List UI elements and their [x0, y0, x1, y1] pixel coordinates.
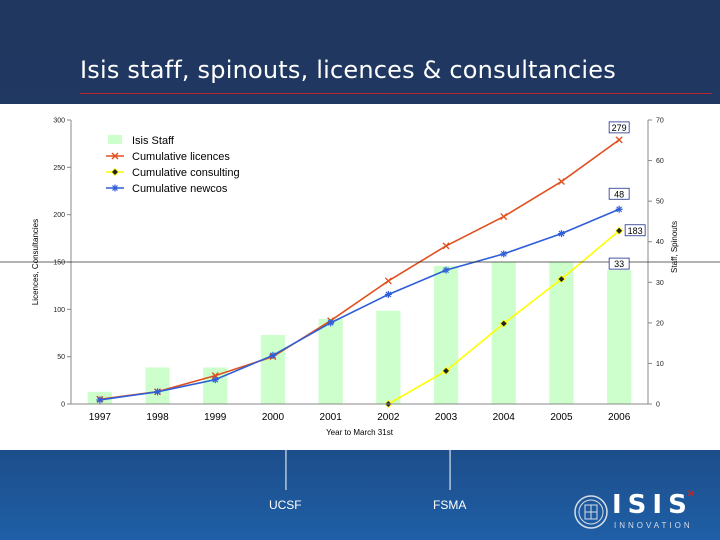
- point-marker: [500, 213, 508, 221]
- annotation-label: UCSF: [268, 498, 302, 512]
- point-marker: [442, 242, 450, 250]
- logo-subtitle: INNOVATION: [614, 521, 693, 530]
- bar-isis-staff: [260, 335, 286, 404]
- y-tick-label-right: 50: [656, 199, 664, 206]
- y-tick-label-right: 60: [656, 158, 664, 165]
- legend-item: Cumulative consulting: [106, 167, 240, 179]
- data-label-box: [608, 121, 630, 134]
- point-marker: [500, 250, 508, 258]
- bar-isis-staff: [549, 262, 574, 404]
- line-series: [96, 136, 624, 409]
- bar-isis-staff: [318, 318, 343, 404]
- x-tick-label: 2005: [550, 412, 573, 423]
- point-marker: [557, 274, 566, 284]
- point-marker: [384, 277, 392, 285]
- x-tick-label: 1998: [146, 412, 169, 423]
- point-marker: [111, 184, 119, 192]
- y-tick-label-right: 10: [656, 361, 664, 368]
- y-tick-label-right: 0: [656, 402, 660, 409]
- bar-isis-staff: [376, 310, 401, 404]
- annotation-label: FSMA: [433, 498, 467, 512]
- isis-innovation-logo: ISIS INNOVATION »: [574, 484, 714, 534]
- point-marker: [442, 266, 450, 274]
- bar-isis-staff: [607, 270, 632, 404]
- data-label: 279: [608, 121, 630, 134]
- legend-label: Isis Staff: [132, 135, 175, 147]
- y-tick-label-left: 200: [53, 212, 65, 219]
- point-marker: [557, 230, 565, 238]
- y-tick-label-right: 40: [656, 239, 664, 246]
- point-marker: [441, 366, 451, 375]
- point-marker: [384, 290, 392, 298]
- point-marker: [110, 167, 120, 177]
- y-tick-label-left: 50: [57, 354, 65, 361]
- x-tick-label: 1999: [204, 412, 227, 423]
- data-label-text: 279: [612, 123, 627, 133]
- legend-label: Cumulative licences: [132, 151, 230, 163]
- legend-item: Cumulative licences: [106, 151, 230, 163]
- point-marker: [154, 388, 162, 396]
- x-tick-label: 2006: [608, 412, 631, 423]
- data-label-box: [624, 224, 646, 237]
- title-divider: [80, 93, 712, 94]
- legend-label: Cumulative consulting: [132, 167, 240, 179]
- y-axis-title-left: Licences, Consultancies: [31, 219, 40, 305]
- x-tick-label: 2003: [435, 412, 458, 423]
- y-tick-label-right: 70: [656, 118, 664, 125]
- data-label-text: 48: [614, 189, 624, 199]
- x-tick-label: 2000: [262, 412, 285, 423]
- data-label-box: [608, 257, 630, 270]
- line-cumulative-newcos: [99, 208, 620, 401]
- legend-item: Isis Staff: [108, 135, 175, 147]
- x-tick-label: 1997: [89, 412, 112, 423]
- crest-icon: [574, 495, 608, 529]
- y-tick-label-left: 250: [53, 165, 65, 172]
- point-marker: [111, 152, 119, 160]
- y-tick-label-left: 150: [53, 260, 65, 267]
- x-axis-title: Year to March 31st: [326, 428, 394, 437]
- y-tick-label-left: 300: [53, 118, 65, 125]
- data-label-text: 33: [614, 259, 624, 269]
- y-tick-label-right: 20: [656, 320, 664, 327]
- bar-isis-staff: [433, 266, 459, 404]
- point-marker: [557, 178, 565, 186]
- bar-isis-staff: [145, 367, 170, 404]
- chart-axes: 0 50 100 150 200 250 300 0 10 20 30 40 50 60 70 1997 199…: [0, 118, 720, 437]
- y-tick-label-left: 100: [53, 307, 65, 314]
- combo-chart: 0 50 100 150 200 250 300 0 10 20 30 40 50 60 70 1997 199…: [0, 118, 720, 437]
- bar-series-isis-staff: [87, 262, 632, 404]
- point-marker: [327, 319, 335, 327]
- data-label-text: 183: [628, 226, 643, 236]
- y-tick-label-right: 30: [656, 280, 664, 287]
- logo-name: ISIS: [612, 490, 693, 520]
- x-tick-label: 2004: [493, 412, 516, 423]
- point-marker: [615, 226, 624, 235]
- chart-legend: Isis Staff Cumulative licences Cumulative …: [106, 135, 240, 195]
- data-label: 33: [608, 257, 630, 270]
- y-tick-label-left: 0: [61, 402, 65, 409]
- data-label: 48: [608, 187, 630, 200]
- data-label: 183: [624, 224, 646, 237]
- bar-isis-staff: [491, 262, 516, 404]
- data-labels: 279 48 183 33: [608, 121, 646, 270]
- chevron-icon: »: [687, 484, 695, 500]
- point-marker: [269, 351, 277, 359]
- legend-label: Cumulative newcos: [132, 183, 228, 195]
- data-label-box: [608, 187, 630, 200]
- point-marker: [96, 396, 104, 404]
- point-marker: [615, 205, 623, 213]
- slide-title: Isis staff, spinouts, licences & consult…: [80, 56, 616, 84]
- point-marker: [499, 319, 508, 328]
- y-axis-title-right: Staff, Spinouts: [670, 221, 679, 273]
- x-tick-label: 2002: [377, 412, 400, 423]
- line-cumulative-licences: [99, 139, 620, 401]
- x-tick-label: 2001: [320, 412, 343, 423]
- legend-item: Cumulative newcos: [106, 183, 228, 195]
- chart-panel: 0 50 100 150 200 250 300 0 10 20 30 40 50 60 70 1997 199…: [0, 104, 720, 450]
- point-marker: [211, 376, 219, 384]
- legend-swatch: [108, 135, 122, 144]
- point-marker: [615, 136, 623, 144]
